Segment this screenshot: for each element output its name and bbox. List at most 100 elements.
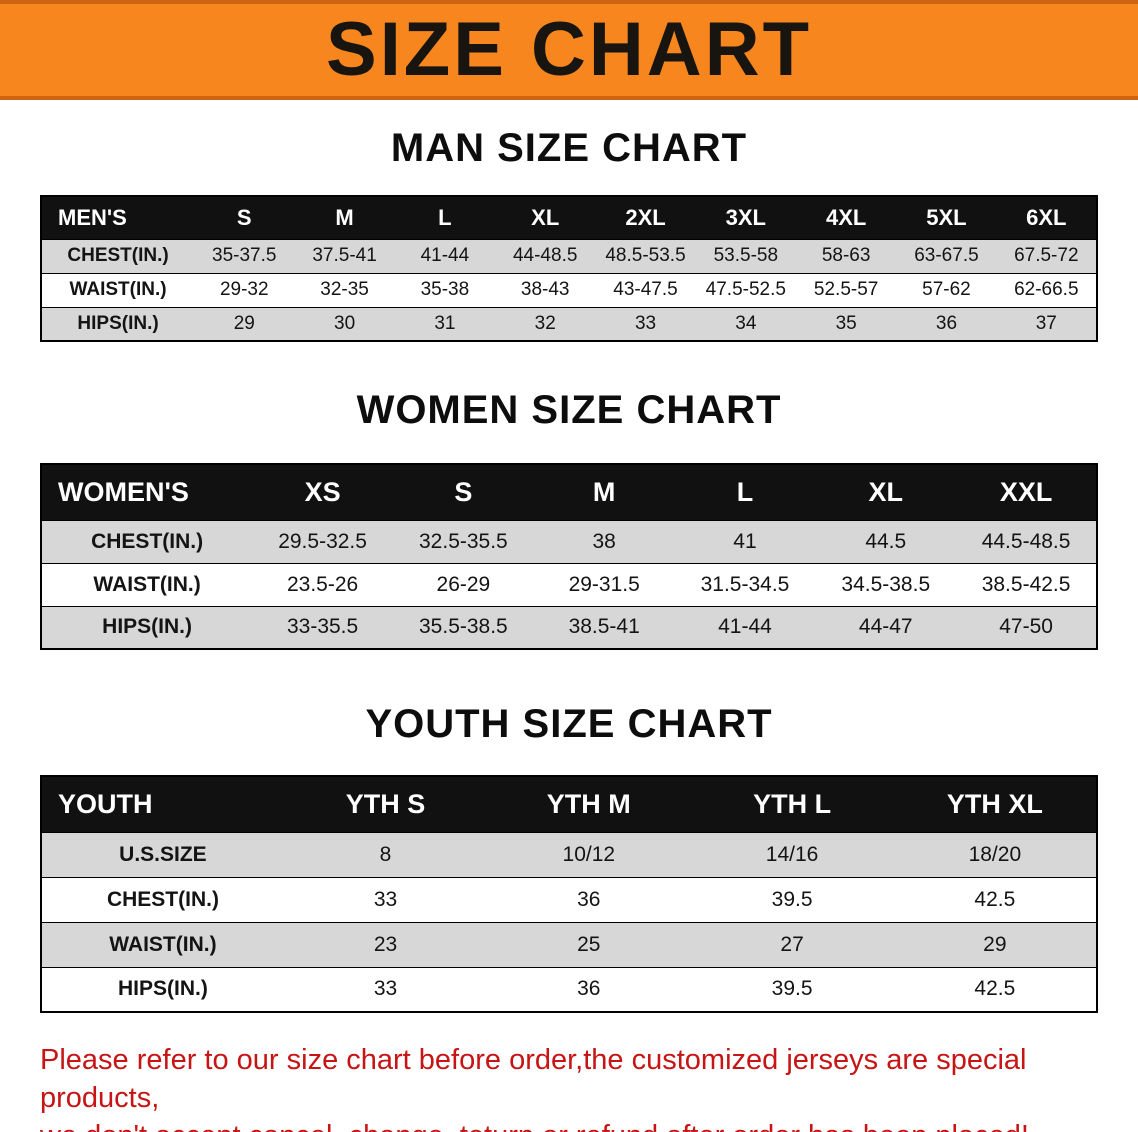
section-heading-man-size-chart: MAN SIZE CHART xyxy=(390,126,748,170)
size-value-cell: 31.5-34.5 xyxy=(674,562,816,606)
disclaimer-line-2: we don't accept cancel, change, teturn o… xyxy=(40,1117,1110,1132)
section-women-size-chart: WOMEN SIZE CHART WOMEN'S XS S M L XL XXL CHEST(I… xyxy=(0,388,1138,650)
table-row: WAIST(IN.) 23 25 27 29 xyxy=(41,921,1097,967)
size-value-cell: 43-47.5 xyxy=(595,272,696,307)
size-column-header: YTH L xyxy=(690,776,894,832)
row-label: CHEST(IN.) xyxy=(41,238,195,273)
row-label: WAIST(IN.) xyxy=(41,562,253,606)
size-value-cell: 63-67.5 xyxy=(896,238,997,273)
table-row: U.S.SIZE 8 10/12 14/16 18/20 xyxy=(41,831,1097,877)
size-table-man-size-chart: MEN'S S M L XL 2XL 3XL 4XL 5XL 6XL CHEST(IN.) 35-37… xyxy=(40,195,1098,342)
size-column-header: XL xyxy=(495,196,596,239)
table-row: WAIST(IN.) 23.5-26 26-29 29-31.5 31.5-34.5 34… xyxy=(41,562,1097,606)
row-label: HIPS(IN.) xyxy=(41,306,195,341)
size-column-header: 3XL xyxy=(695,196,796,239)
disclaimer: Please refer to our size chart before or… xyxy=(40,1041,1110,1132)
size-value-cell: 25 xyxy=(487,921,691,967)
size-column-header: YTH M xyxy=(487,776,691,832)
size-value-cell: 42.5 xyxy=(893,876,1097,922)
size-column-header: L xyxy=(674,464,816,520)
size-value-cell: 10/12 xyxy=(487,831,691,877)
size-column-header: S xyxy=(392,464,534,520)
size-value-cell: 41 xyxy=(674,519,816,563)
size-column-header: L xyxy=(394,196,496,239)
table-header-row: MEN'S S M L XL 2XL 3XL 4XL 5XL 6XL xyxy=(41,196,1097,239)
size-table-women-size-chart: WOMEN'S XS S M L XL XXL CHEST(IN.) 29.5-32.5 32.5… xyxy=(40,463,1098,650)
size-value-cell: 33 xyxy=(283,876,488,922)
table-row: WAIST(IN.) 29-32 32-35 35-38 38-43 43-47.5 47.… xyxy=(41,272,1097,307)
table-row: CHEST(IN.) 35-37.5 37.5-41 41-44 44-48.5 48.5… xyxy=(41,238,1097,273)
size-value-cell: 44-48.5 xyxy=(495,238,596,273)
size-value-cell: 44.5-48.5 xyxy=(956,519,1097,563)
size-value-cell: 23.5-26 xyxy=(252,562,393,606)
size-value-cell: 14/16 xyxy=(690,831,894,877)
size-value-cell: 41-44 xyxy=(674,605,816,649)
size-column-header: 5XL xyxy=(896,196,997,239)
size-column-header: YTH XL xyxy=(893,776,1097,832)
table-corner-label: WOMEN'S xyxy=(41,464,253,520)
size-value-cell: 23 xyxy=(283,921,488,967)
row-label: U.S.SIZE xyxy=(41,831,284,877)
size-value-cell: 33 xyxy=(595,306,696,341)
size-value-cell: 35.5-38.5 xyxy=(392,605,534,649)
size-value-cell: 37.5-41 xyxy=(294,238,395,273)
size-value-cell: 36 xyxy=(896,306,997,341)
size-value-cell: 27 xyxy=(690,921,894,967)
size-value-cell: 33 xyxy=(283,966,488,1012)
size-column-header: M xyxy=(533,464,675,520)
size-column-header: YTH S xyxy=(283,776,488,832)
size-value-cell: 38.5-42.5 xyxy=(956,562,1097,606)
size-value-cell: 32 xyxy=(495,306,596,341)
size-column-header: XS xyxy=(252,464,393,520)
size-value-cell: 26-29 xyxy=(392,562,534,606)
size-value-cell: 34 xyxy=(695,306,796,341)
size-value-cell: 35-37.5 xyxy=(194,238,295,273)
size-value-cell: 48.5-53.5 xyxy=(595,238,696,273)
size-value-cell: 44.5 xyxy=(815,519,957,563)
size-value-cell: 29 xyxy=(194,306,295,341)
size-value-cell: 36 xyxy=(487,876,691,922)
size-value-cell: 29 xyxy=(893,921,1097,967)
size-value-cell: 38.5-41 xyxy=(533,605,675,649)
row-label: CHEST(IN.) xyxy=(41,876,284,922)
row-label: HIPS(IN.) xyxy=(41,966,284,1012)
section-youth-size-chart: YOUTH SIZE CHART YOUTH YTH S YTH M YTH L YTH … xyxy=(0,702,1138,1013)
size-value-cell: 38-43 xyxy=(495,272,596,307)
table-row: CHEST(IN.) 29.5-32.5 32.5-35.5 38 41 44.5 44.5… xyxy=(41,519,1097,563)
size-value-cell: 8 xyxy=(283,831,488,877)
size-value-cell: 29-32 xyxy=(194,272,295,307)
page-title: SIZE CHART xyxy=(326,7,812,92)
row-label: HIPS(IN.) xyxy=(41,605,253,649)
size-value-cell: 47.5-52.5 xyxy=(695,272,796,307)
size-column-header: M xyxy=(294,196,395,239)
table-corner-label: MEN'S xyxy=(41,196,195,239)
size-value-cell: 34.5-38.5 xyxy=(815,562,957,606)
table-row: HIPS(IN.) 33-35.5 35.5-38.5 38.5-41 41-44 44-… xyxy=(41,605,1097,649)
size-value-cell: 36 xyxy=(487,966,691,1012)
size-value-cell: 32.5-35.5 xyxy=(392,519,534,563)
size-value-cell: 44-47 xyxy=(815,605,957,649)
size-value-cell: 35-38 xyxy=(394,272,496,307)
size-value-cell: 41-44 xyxy=(394,238,496,273)
size-table-youth-size-chart: YOUTH YTH S YTH M YTH L YTH XL U.S.SIZE 8 10/12… xyxy=(40,775,1098,1013)
size-value-cell: 62-66.5 xyxy=(996,272,1097,307)
table-corner-label: YOUTH xyxy=(41,776,284,832)
size-value-cell: 29-31.5 xyxy=(533,562,675,606)
section-heading-women-size-chart: WOMEN SIZE CHART xyxy=(356,388,782,432)
size-column-header: XL xyxy=(815,464,957,520)
table-row: CHEST(IN.) 33 36 39.5 42.5 xyxy=(41,876,1097,922)
row-label: CHEST(IN.) xyxy=(41,519,253,563)
size-value-cell: 58-63 xyxy=(795,238,897,273)
row-label: WAIST(IN.) xyxy=(41,272,195,307)
size-value-cell: 37 xyxy=(996,306,1097,341)
size-value-cell: 32-35 xyxy=(294,272,395,307)
size-column-header: XXL xyxy=(956,464,1097,520)
size-value-cell: 39.5 xyxy=(690,876,894,922)
size-value-cell: 30 xyxy=(294,306,395,341)
size-column-header: S xyxy=(194,196,295,239)
size-value-cell: 42.5 xyxy=(893,966,1097,1012)
size-chart-banner: SIZE CHART xyxy=(0,0,1138,100)
table-header-row: YOUTH YTH S YTH M YTH L YTH XL xyxy=(41,776,1097,832)
table-row: HIPS(IN.) 29 30 31 32 33 34 35 36 37 xyxy=(41,306,1097,341)
size-column-header: 6XL xyxy=(996,196,1097,239)
